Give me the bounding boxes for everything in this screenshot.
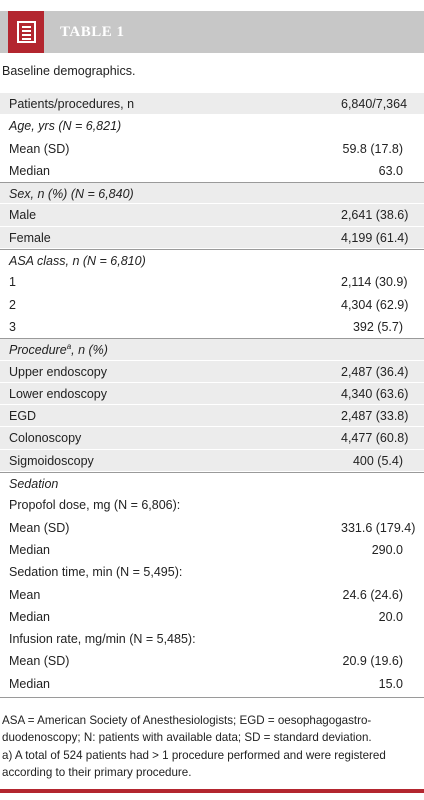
- row-label: Mean: [9, 587, 41, 602]
- row-value: 4,477 (60.8): [341, 431, 409, 446]
- table-caption: Baseline demographics.: [2, 64, 136, 78]
- table-row: Median 290.0: [0, 538, 424, 562]
- row-value: 400 (5.4): [352, 453, 403, 468]
- row-label: Propofol dose, mg (N = 6,806):: [9, 498, 181, 513]
- row-value: 15.0: [378, 676, 403, 691]
- row-value: 20.0: [378, 609, 403, 624]
- table-row: Sigmoidoscopy 400 (5.4): [0, 449, 424, 473]
- table-footnotes: ASA = American Society of Anesthesiologi…: [2, 712, 422, 781]
- table-row: Mean (SD) 331.6 (179.4): [0, 516, 424, 539]
- row-label: ASA class, n (N = 6,810): [9, 254, 146, 269]
- row-value: 24.6 (24.6): [342, 587, 403, 602]
- row-value: 290.0: [371, 542, 403, 557]
- row-value: 2,487 (33.8): [341, 409, 409, 424]
- row-label: Median: [9, 163, 50, 178]
- row-label: Mean (SD): [9, 141, 70, 156]
- row-value: 6,840/7,364: [341, 97, 408, 111]
- row-value: 2,114 (30.9): [341, 275, 408, 290]
- table-row: Mean (SD) 20.9 (19.6): [0, 650, 424, 673]
- table-row: Upper endoscopy 2,487 (36.4): [0, 360, 424, 383]
- row-label: Sigmoidoscopy: [9, 453, 94, 468]
- row-label: Upper endoscopy: [9, 364, 107, 379]
- bottom-accent-rule: [0, 789, 424, 793]
- demographics-table: Patients/procedures, n 6,840/7,364 Age, yr…: [0, 93, 424, 696]
- table-row: 1 2,114 (30.9): [0, 271, 424, 294]
- row-label: Female: [9, 230, 51, 245]
- row-value: 4,199 (61.4): [341, 230, 409, 245]
- row-label: Median: [9, 676, 50, 691]
- table-row: Sedation time, min (N = 5,495):: [0, 561, 424, 584]
- document-icon: [8, 11, 44, 53]
- table-row: Male 2,641 (38.6): [0, 204, 424, 227]
- table-row: Median 15.0: [0, 672, 424, 696]
- section-header-row: Age, yrs (N = 6,821): [0, 115, 424, 138]
- row-label: Age, yrs (N = 6,821): [9, 119, 122, 134]
- row-value: 4,304 (62.9): [341, 297, 409, 312]
- table-row: Propofol dose, mg (N = 6,806):: [0, 494, 424, 517]
- table-row: Median 20.0: [0, 605, 424, 629]
- row-label: Colonoscopy: [9, 431, 82, 446]
- row-label: Procedurea, n (%): [9, 342, 108, 358]
- row-label: Mean (SD): [9, 520, 70, 535]
- section-header-row: Procedurea, n (%): [0, 338, 424, 361]
- row-label: 1: [9, 275, 16, 290]
- row-value: 4,340 (63.6): [341, 386, 409, 401]
- table-row: EGD 2,487 (33.8): [0, 405, 424, 428]
- table-row: Patients/procedures, n 6,840/7,364: [0, 93, 424, 116]
- table-row: Female 4,199 (61.4): [0, 226, 424, 250]
- table-row: Colonoscopy 4,477 (60.8): [0, 427, 424, 450]
- section-header-row: ASA class, n (N = 6,810): [0, 249, 424, 272]
- table-row: Mean (SD) 59.8 (17.8): [0, 137, 424, 160]
- row-value: 2,487 (36.4): [341, 364, 409, 379]
- footnote-abbreviations: ASA = American Society of Anesthesiologi…: [2, 714, 372, 745]
- table-row: 2 4,304 (62.9): [0, 293, 424, 316]
- row-value: 392 (5.7): [352, 319, 403, 334]
- row-label: Patients/procedures, n: [9, 97, 135, 111]
- row-label: Sex, n (%) (N = 6,840): [9, 187, 134, 202]
- row-label: Infusion rate, mg/min (N = 5,485):: [9, 632, 196, 647]
- row-label: Sedation: [9, 477, 59, 492]
- table-row: 3 392 (5.7): [0, 315, 424, 339]
- row-label: Sedation time, min (N = 5,495):: [9, 565, 183, 580]
- row-label: 2: [9, 297, 16, 312]
- row-value: 63.0: [378, 163, 403, 178]
- row-value: 59.8 (17.8): [342, 141, 403, 156]
- table-banner: TABLE 1: [0, 11, 424, 53]
- table-row: Lower endoscopy 4,340 (63.6): [0, 382, 424, 406]
- footnote-a: a) A total of 524 patients had > 1 proce…: [2, 748, 386, 779]
- section-header-row: Sedation: [0, 472, 424, 495]
- table-row: Infusion rate, mg/min (N = 5,485):: [0, 628, 424, 651]
- row-label: Male: [9, 208, 37, 223]
- table-row: Median 63.0: [0, 159, 424, 183]
- row-value: 2,641 (38.6): [341, 208, 409, 223]
- row-value: 331.6 (179.4): [341, 520, 416, 535]
- table-row: Mean 24.6 (24.6): [0, 583, 424, 606]
- row-value: 20.9 (19.6): [342, 654, 403, 669]
- row-label: Median: [9, 609, 50, 624]
- row-label: 3: [9, 319, 16, 334]
- section-header-row: Sex, n (%) (N = 6,840): [0, 182, 424, 205]
- row-label: EGD: [9, 409, 37, 424]
- row-label: Lower endoscopy: [9, 386, 107, 401]
- table-bottom-rule: [0, 697, 424, 698]
- row-label: Mean (SD): [9, 654, 70, 669]
- row-label: Median: [9, 542, 50, 557]
- table-title: TABLE 1: [60, 24, 125, 40]
